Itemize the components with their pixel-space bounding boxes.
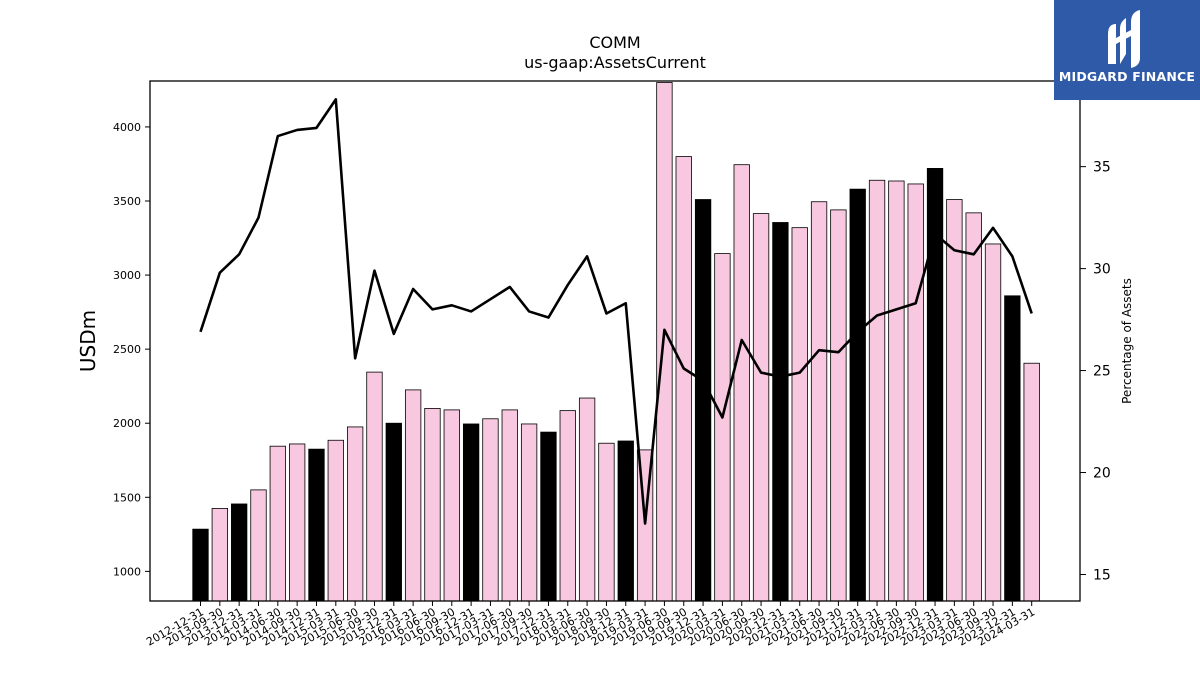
bar — [211, 508, 228, 602]
chart-title: COMM — [589, 33, 640, 52]
bar — [578, 397, 596, 602]
bar — [559, 410, 576, 602]
bar — [830, 209, 847, 602]
percentage-line — [199, 98, 1033, 525]
y2-tick-label: 25 — [1093, 364, 1111, 380]
bar — [1023, 362, 1040, 602]
y-tick-label: 4000 — [113, 121, 141, 134]
y2-tick-label: 35 — [1093, 160, 1111, 176]
bar — [462, 423, 480, 602]
bar — [714, 253, 731, 602]
y-tick-label: 1500 — [113, 491, 141, 504]
bar — [810, 201, 828, 602]
bar — [849, 188, 866, 602]
bar — [231, 503, 248, 602]
bar — [366, 371, 383, 602]
bar — [482, 418, 499, 602]
bar — [617, 440, 634, 602]
bar — [675, 156, 692, 602]
brand-logo: MIDGARD FINANCE — [1054, 0, 1200, 100]
bar — [327, 439, 344, 602]
bar — [907, 183, 924, 602]
bar — [501, 409, 518, 602]
y2-tick-label: 15 — [1093, 567, 1111, 583]
bar — [250, 489, 267, 602]
y-tick-label: 3500 — [113, 195, 141, 208]
bar — [404, 389, 422, 602]
y-tick-label: 3000 — [113, 269, 141, 282]
y2-tick-label: 30 — [1093, 262, 1111, 278]
bar — [288, 443, 306, 602]
bar — [346, 426, 364, 602]
bar — [791, 227, 808, 602]
bar — [520, 423, 538, 602]
plot-frame — [149, 80, 1081, 602]
bar — [694, 199, 712, 602]
bars-layer — [192, 82, 1040, 602]
bar — [1004, 295, 1021, 602]
bar — [888, 180, 905, 602]
bar — [192, 528, 209, 602]
bar — [598, 442, 615, 602]
bar — [424, 408, 441, 602]
brand-name: MIDGARD FINANCE — [1058, 69, 1196, 84]
bar — [752, 213, 770, 602]
bar — [269, 445, 286, 602]
y2-tick-label: 20 — [1093, 466, 1111, 482]
y-tick-label: 2000 — [113, 417, 141, 430]
bar — [733, 164, 750, 602]
bar — [946, 199, 963, 602]
bar — [385, 422, 402, 602]
axes-layer: 1000150020002500300035004000152025303520… — [113, 80, 1111, 649]
midgard-logo-icon — [1108, 10, 1140, 68]
bar — [868, 179, 886, 602]
bar — [308, 448, 325, 602]
y-tick-label: 2500 — [113, 343, 141, 356]
chart-subtitle: us-gaap:AssetsCurrent — [524, 53, 706, 72]
bar — [443, 409, 460, 602]
y2-axis-label: Percentage of Assets — [1120, 278, 1134, 404]
bar — [984, 243, 1002, 602]
y-tick-label: 1000 — [113, 565, 141, 578]
y-axis-label: USDm — [76, 310, 100, 372]
bar — [965, 212, 982, 602]
bar — [540, 431, 557, 602]
bar — [772, 222, 789, 602]
line-layer — [199, 98, 1033, 525]
